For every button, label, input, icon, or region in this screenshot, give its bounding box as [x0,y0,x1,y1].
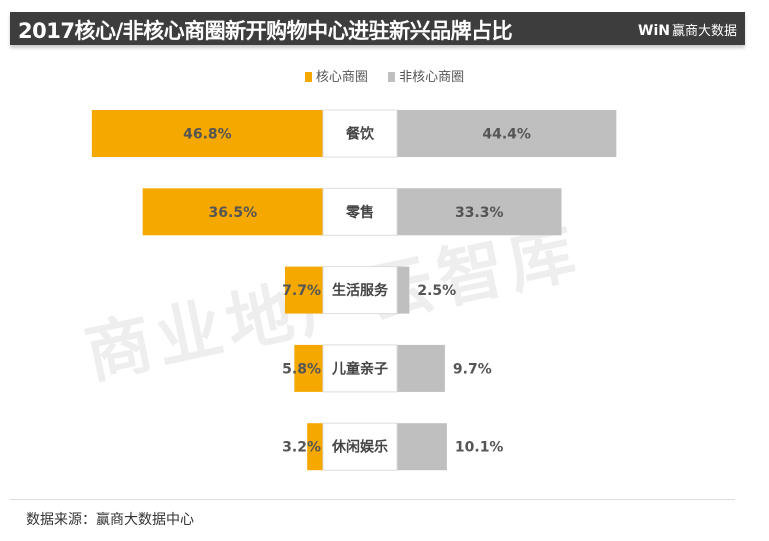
category-label: 休闲娱乐 [331,439,388,456]
data-label-noncore: 44.4% [482,127,531,143]
chart-header: 2017核心/非核心商圈新开购物中心进驻新兴品牌占比 WiN 赢商大数据 [10,12,745,45]
category-box [322,344,398,393]
data-label-noncore: 33.3% [455,205,504,221]
bar-noncore [397,266,410,314]
category-label: 零售 [345,204,374,221]
data-label-core: 46.8% [183,127,232,143]
footer-divider [10,499,735,500]
category-box [322,187,398,236]
bar-noncore [397,344,445,392]
data-label-noncore: 2.5% [417,283,456,299]
legend-swatch [388,72,396,82]
bar-core [91,110,323,157]
legend-swatch [304,72,312,82]
bar-noncore [397,423,447,471]
bar-core [142,188,323,236]
data-label-core: 36.5% [209,205,258,221]
category-label: 儿童亲子 [331,360,388,377]
data-label-noncore: 9.7% [453,361,492,377]
category-label: 餐饮 [345,126,375,143]
bar-core [294,344,323,392]
data-label-core: 7.7% [282,283,321,299]
category-box [322,266,398,315]
legend-item-noncore: 非核心商圈 [388,66,464,85]
data-source: 数据来源：赢商大数据中心 [26,512,194,528]
data-label-core: 3.2% [282,440,321,456]
bar-noncore [397,188,562,236]
bar-noncore [397,110,617,157]
legend: 核心商圈 非核心商圈 [0,66,769,85]
category-box [322,109,398,158]
category-label: 生活服务 [332,282,389,299]
chart-title: 2017核心/非核心商圈新开购物中心进驻新兴品牌占比 [18,19,513,43]
data-label-noncore: 10.1% [455,440,504,456]
bar-core [284,266,323,314]
legend-item-core: 核心商圈 [304,66,368,85]
category-box [322,422,398,471]
bar-core [307,423,323,471]
brand-logo: WiN 赢商大数据 [638,23,737,39]
data-label-core: 5.8% [282,361,321,377]
